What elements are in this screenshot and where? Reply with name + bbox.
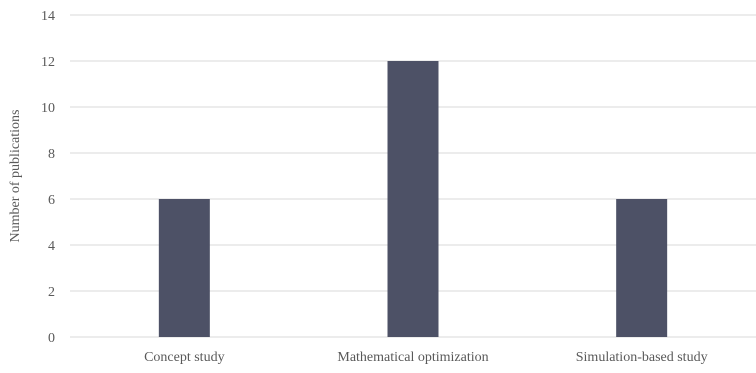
y-tick-label: 14 xyxy=(41,9,55,24)
bar-simulation-based-study xyxy=(616,199,668,337)
bars xyxy=(158,61,668,337)
x-tick-label: Mathematical optimization xyxy=(337,350,488,365)
y-tick-label: 10 xyxy=(41,101,55,116)
bar-concept-study xyxy=(158,199,210,337)
y-tick-labels: 0 2 4 6 8 10 12 14 xyxy=(41,9,55,346)
x-tick-label: Concept study xyxy=(144,350,225,365)
y-tick-label: 4 xyxy=(48,239,55,254)
y-tick-label: 0 xyxy=(48,331,55,346)
x-tick-label: Simulation-based study xyxy=(576,350,708,365)
y-axis-title: Number of publications xyxy=(8,110,23,243)
y-tick-label: 8 xyxy=(48,147,55,162)
y-tick-label: 2 xyxy=(48,285,55,300)
x-tick-labels: Concept study Mathematical optimization Si… xyxy=(144,350,707,365)
bar-mathematical-optimization xyxy=(387,61,439,337)
y-tick-label: 6 xyxy=(48,193,55,208)
y-tick-label: 12 xyxy=(41,55,55,70)
